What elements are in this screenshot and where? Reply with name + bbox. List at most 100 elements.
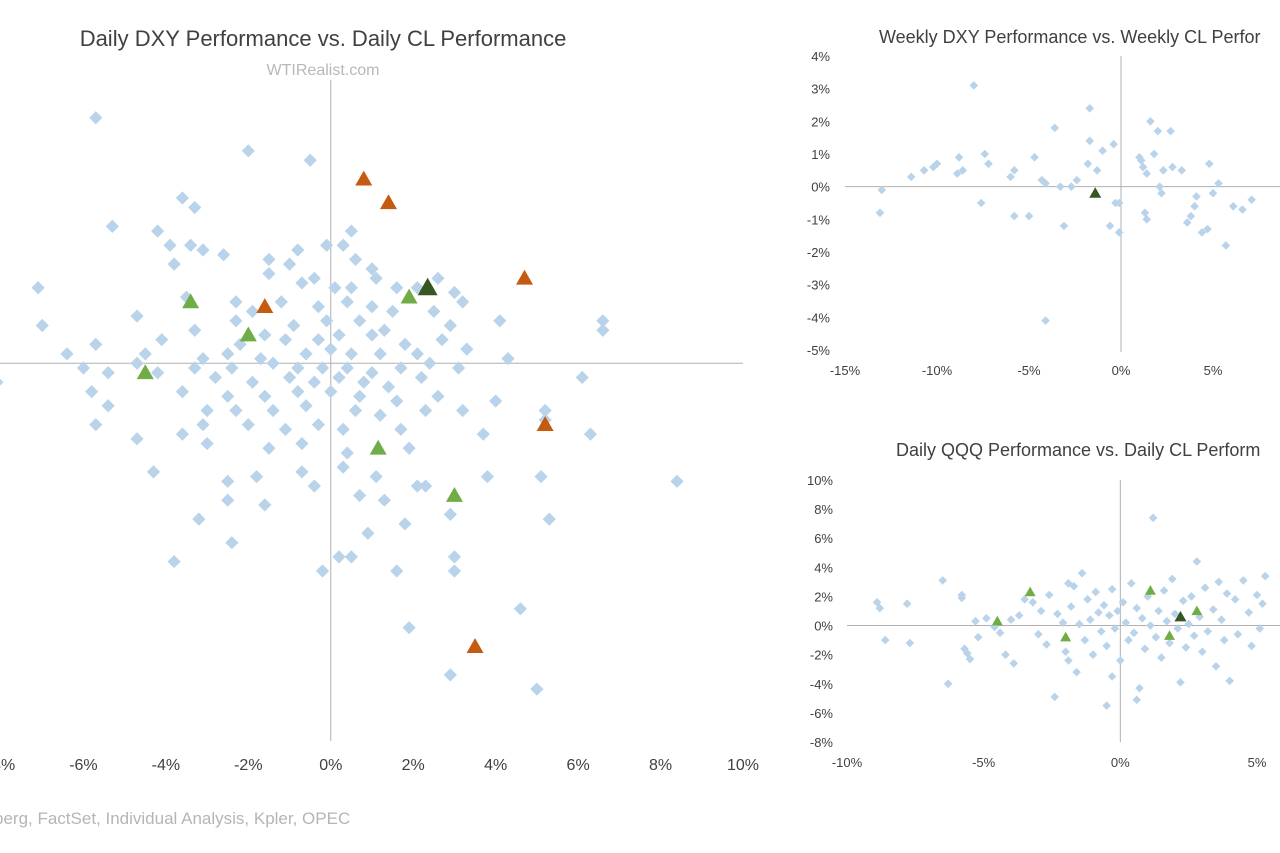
chart1-data-point <box>353 488 367 503</box>
chart1-data-point <box>138 347 152 361</box>
chart3-data-point <box>1009 659 1019 668</box>
chart3-data-point <box>1244 608 1254 617</box>
chart2-data-point <box>980 149 990 159</box>
chart1-data-point <box>320 238 334 252</box>
chart1-data-point <box>377 493 391 507</box>
chart1-data-point <box>431 389 445 403</box>
chart1-highlight-point <box>355 170 373 186</box>
chart2-y-tick-label: -5% <box>807 343 831 358</box>
chart3-data-point <box>1107 672 1117 681</box>
chart2-y-tick-label: -1% <box>807 212 831 227</box>
chart1-data-point <box>249 470 264 484</box>
chart1-data-point <box>274 295 288 309</box>
chart3-x-tick-label: 0% <box>1111 755 1130 770</box>
chart1-data-point <box>295 436 309 451</box>
chart1-data-point <box>221 474 235 488</box>
chart1-data-point <box>394 422 408 436</box>
chart2-y-tick-label: -4% <box>807 310 831 325</box>
chart3-data-point <box>1187 592 1196 601</box>
chart1-data-point <box>278 422 293 436</box>
chart1-highlight-point <box>239 326 257 342</box>
chart1-highlight-point <box>400 288 418 304</box>
chart3-data-point <box>1105 611 1114 620</box>
chart1-data-point <box>336 422 350 436</box>
chart2-data-point <box>932 159 942 169</box>
chart1-data-point <box>390 394 404 408</box>
chart1-data-point <box>542 512 556 526</box>
chart3-data-point <box>1058 618 1068 627</box>
chart2-data-point <box>1153 126 1163 136</box>
chart1-data-point <box>402 621 416 635</box>
chart3-highlight-point <box>1024 586 1036 597</box>
chart3-highlight-point <box>1060 631 1072 642</box>
chart1-data-point <box>538 403 552 418</box>
chart3-data-point <box>1118 597 1128 607</box>
chart2-data-point <box>1138 162 1148 172</box>
chart3-data-point <box>1066 602 1076 611</box>
chart1-data-point <box>418 403 433 418</box>
chart1-data-point <box>155 333 169 347</box>
chart2-data-point <box>1092 166 1102 175</box>
chart1-data-point <box>443 668 457 682</box>
chart1-data-point <box>431 271 445 285</box>
chart3-data-point <box>1014 611 1024 620</box>
chart1-data-point <box>324 385 338 399</box>
chart2-data-point <box>1190 201 1199 211</box>
chart1-highlight-point <box>466 638 484 653</box>
chart2-data-point <box>1157 188 1166 198</box>
chart1-data-point <box>320 314 334 328</box>
chart3-data-point <box>1126 579 1136 588</box>
chart1-data-point <box>381 380 396 394</box>
chart3-data-point <box>1132 695 1142 705</box>
chart2-x-tick-label: 0% <box>1112 363 1131 378</box>
chart3-highlight-point <box>991 615 1003 626</box>
chart1-highlight-point <box>256 298 274 314</box>
chart3-data-point <box>957 590 967 600</box>
chart2-y-tick-label: 1% <box>811 147 830 162</box>
chart1-x-tick-label: -6% <box>69 757 97 774</box>
chart1-highlight-point <box>445 486 463 502</box>
chart2-data-point <box>1105 221 1115 231</box>
chart2-x-tick-label: -5% <box>1017 363 1041 378</box>
chart1-data-point <box>398 517 412 531</box>
chart1-data-point <box>146 465 161 479</box>
chart1-data-point <box>344 224 358 238</box>
chart1-data-point <box>369 271 383 285</box>
chart1-data-point <box>85 385 99 399</box>
chart3-data-point <box>1129 628 1139 638</box>
chart2-data-point <box>1030 152 1039 162</box>
chart1-data-point <box>208 370 222 385</box>
chart1-data-point <box>262 441 276 455</box>
chart2-y-tick-label: -2% <box>807 245 831 260</box>
chart2-data-point <box>1197 228 1207 237</box>
chart3-data-point <box>1132 603 1142 613</box>
chart3-data-point <box>1192 557 1202 566</box>
chart3-data-point <box>1135 683 1144 693</box>
chart2-data-point <box>1247 195 1256 205</box>
chart3-data-point <box>1239 576 1248 585</box>
chart3-data-point <box>1107 584 1117 594</box>
chart2-data-point <box>1142 169 1152 178</box>
chart2-data-point <box>976 198 986 208</box>
chart3-x-tick-label: -10% <box>832 755 863 770</box>
chart2-data-point <box>1155 182 1164 191</box>
chart3-data-point <box>1053 609 1062 619</box>
chart2-data-point <box>1182 218 1192 227</box>
chart1-data-point <box>369 470 383 484</box>
chart3-data-point <box>1044 590 1054 600</box>
chart3-data-point <box>1252 590 1262 600</box>
chart1-x-tick-label: 8% <box>649 757 672 774</box>
chart1-data-point <box>414 370 429 385</box>
chart2-data-point <box>1114 228 1124 237</box>
chart1-data-point <box>451 361 466 375</box>
chart1-data-point <box>105 219 119 233</box>
chart3-data-point <box>902 599 912 609</box>
chart2-data-point <box>1041 179 1050 188</box>
chart1-data-point <box>513 602 527 616</box>
chart3-data-point <box>995 628 1005 638</box>
chart1-data-point <box>196 418 210 432</box>
chart1-x-tick-label: -4% <box>152 757 180 774</box>
chart1-data-point <box>295 465 309 479</box>
chart1-data-point <box>410 347 424 361</box>
chart2-x-tick-label: 5% <box>1204 363 1223 378</box>
